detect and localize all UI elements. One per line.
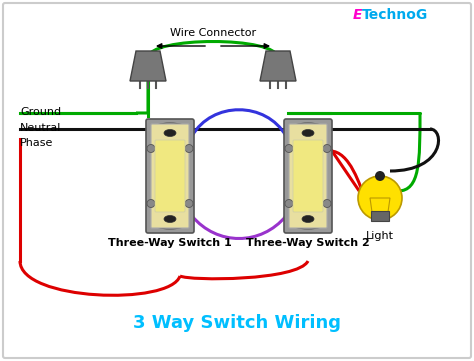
FancyBboxPatch shape: [293, 140, 323, 212]
Circle shape: [323, 200, 331, 208]
Text: Ground: Ground: [20, 107, 61, 117]
Text: Phase: Phase: [20, 138, 54, 148]
Ellipse shape: [302, 130, 314, 136]
Ellipse shape: [164, 130, 176, 136]
Ellipse shape: [291, 123, 326, 135]
Text: 3 Way Switch Wiring: 3 Way Switch Wiring: [133, 314, 341, 332]
Ellipse shape: [291, 217, 326, 229]
Ellipse shape: [153, 123, 188, 135]
PathPatch shape: [370, 198, 390, 212]
Circle shape: [185, 200, 193, 208]
Polygon shape: [130, 51, 166, 81]
Circle shape: [147, 200, 155, 208]
Circle shape: [375, 171, 385, 181]
FancyBboxPatch shape: [289, 124, 327, 228]
Text: Wire Connector: Wire Connector: [170, 28, 256, 38]
FancyBboxPatch shape: [284, 119, 332, 233]
Circle shape: [147, 144, 155, 152]
FancyBboxPatch shape: [155, 140, 185, 212]
Text: TechnoG: TechnoG: [362, 8, 428, 22]
FancyBboxPatch shape: [151, 124, 189, 228]
Text: E: E: [353, 8, 363, 22]
Ellipse shape: [153, 217, 188, 229]
Text: Neutral: Neutral: [20, 123, 61, 133]
Polygon shape: [260, 51, 296, 81]
Text: Light: Light: [366, 231, 394, 241]
Circle shape: [285, 144, 293, 152]
Circle shape: [323, 144, 331, 152]
FancyBboxPatch shape: [146, 119, 194, 233]
Circle shape: [285, 200, 293, 208]
Text: Three-Way Switch 2: Three-Way Switch 2: [246, 238, 370, 248]
Ellipse shape: [164, 216, 176, 222]
Ellipse shape: [302, 216, 314, 222]
Bar: [371, 211, 389, 221]
Circle shape: [358, 176, 402, 220]
Circle shape: [166, 172, 174, 180]
Circle shape: [304, 172, 312, 180]
Circle shape: [185, 144, 193, 152]
Text: Three-Way Switch 1: Three-Way Switch 1: [108, 238, 232, 248]
